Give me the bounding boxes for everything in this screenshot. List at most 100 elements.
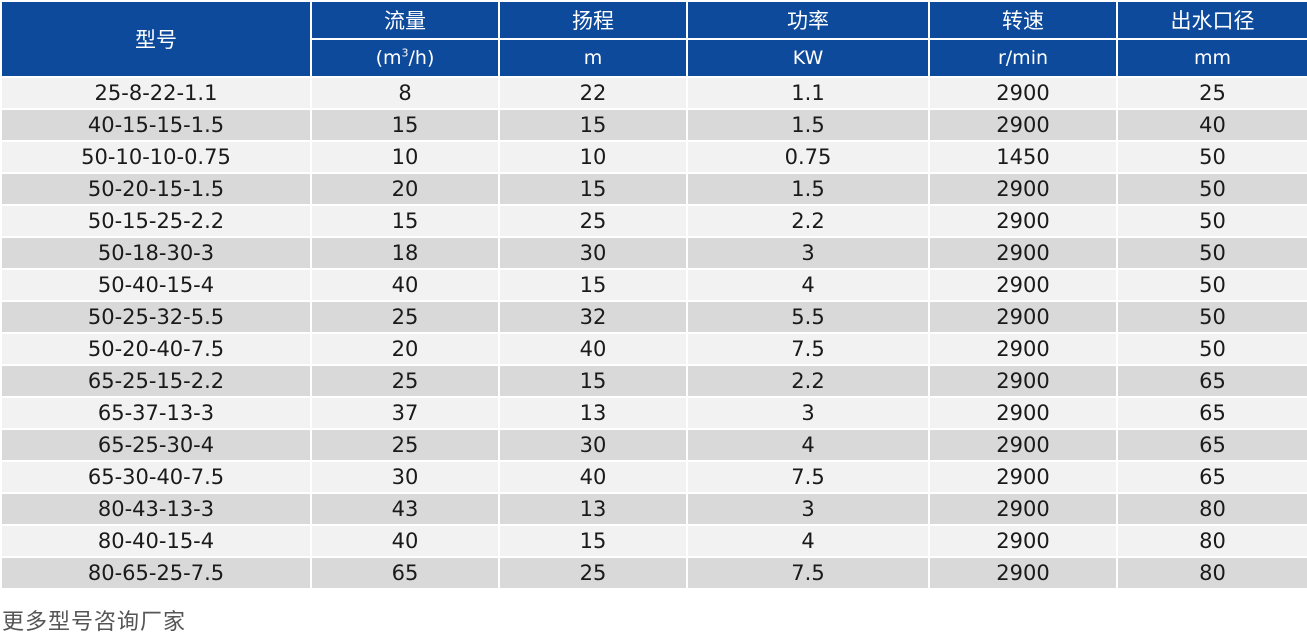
table-header: 型号 流量 扬程 功率 转速 出水口径 (m3/h) m KW r/min mm [0,0,1307,78]
cell-model: 50-15-25-2.2 [0,204,312,238]
cell-flow: 40 [310,524,500,558]
cell-flow: 37 [310,396,500,430]
cell-power: 3 [686,492,930,526]
cell-power: 7.5 [686,556,930,590]
cell-head: 30 [498,428,688,462]
cell-flow: 30 [310,460,500,494]
cell-model: 50-20-15-1.5 [0,172,312,206]
unit-flow: (m3/h) [310,38,500,78]
table-row: 65-30-40-7.5 30 40 7.5 2900 65 [0,460,1307,494]
cell-outlet: 50 [1116,268,1307,302]
cell-head: 32 [498,300,688,334]
cell-model: 50-25-32-5.5 [0,300,312,334]
unit-flow-suffix: /h) [408,47,435,69]
cell-outlet: 25 [1116,76,1307,110]
cell-model: 25-8-22-1.1 [0,76,312,110]
cell-head: 30 [498,236,688,270]
table-row: 65-37-13-3 37 13 3 2900 65 [0,396,1307,430]
cell-power: 2.2 [686,364,930,398]
cell-model: 65-25-30-4 [0,428,312,462]
pump-spec-table: 型号 流量 扬程 功率 转速 出水口径 (m3/h) m KW r/min mm… [0,0,1307,590]
cell-power: 7.5 [686,332,930,366]
cell-head: 15 [498,172,688,206]
cell-outlet: 50 [1116,236,1307,270]
cell-flow: 15 [310,108,500,142]
cell-speed: 2900 [928,172,1118,206]
cell-power: 5.5 [686,300,930,334]
table-row: 50-15-25-2.2 15 25 2.2 2900 50 [0,204,1307,238]
cell-outlet: 50 [1116,332,1307,366]
cell-speed: 2900 [928,492,1118,526]
cell-model: 50-40-15-4 [0,268,312,302]
cell-head: 10 [498,140,688,174]
table-row: 50-18-30-3 18 30 3 2900 50 [0,236,1307,270]
cell-flow: 8 [310,76,500,110]
more-models-note: 更多型号咨询厂家 [2,610,187,635]
cell-flow: 18 [310,236,500,270]
cell-head: 22 [498,76,688,110]
cell-speed: 2900 [928,268,1118,302]
table-row: 25-8-22-1.1 8 22 1.1 2900 25 [0,76,1307,110]
cell-speed: 2900 [928,108,1118,142]
cell-power: 4 [686,428,930,462]
cell-head: 15 [498,364,688,398]
table-row: 65-25-30-4 25 30 4 2900 65 [0,428,1307,462]
cell-head: 40 [498,332,688,366]
cell-outlet: 80 [1116,556,1307,590]
unit-speed: r/min [928,38,1118,78]
cell-head: 40 [498,460,688,494]
cell-head: 13 [498,396,688,430]
table-row: 80-40-15-4 40 15 4 2900 80 [0,524,1307,558]
cell-speed: 2900 [928,460,1118,494]
cell-power: 0.75 [686,140,930,174]
cell-power: 1.1 [686,76,930,110]
cell-model: 65-37-13-3 [0,396,312,430]
cell-power: 1.5 [686,108,930,142]
cell-outlet: 65 [1116,364,1307,398]
cell-outlet: 50 [1116,172,1307,206]
cell-speed: 2900 [928,396,1118,430]
cell-speed: 2900 [928,76,1118,110]
cell-outlet: 65 [1116,396,1307,430]
table-row: 50-20-15-1.5 20 15 1.5 2900 50 [0,172,1307,206]
cell-outlet: 65 [1116,460,1307,494]
cell-head: 15 [498,108,688,142]
cell-speed: 2900 [928,236,1118,270]
cell-speed: 2900 [928,204,1118,238]
cell-model: 50-20-40-7.5 [0,332,312,366]
cell-outlet: 50 [1116,300,1307,334]
header-speed: 转速 [928,0,1118,40]
unit-outlet: mm [1116,38,1307,78]
header-power: 功率 [686,0,930,40]
table-row: 40-15-15-1.5 15 15 1.5 2900 40 [0,108,1307,142]
cell-power: 4 [686,268,930,302]
cell-outlet: 80 [1116,492,1307,526]
cell-flow: 43 [310,492,500,526]
table-row: 50-40-15-4 40 15 4 2900 50 [0,268,1307,302]
cell-model: 65-30-40-7.5 [0,460,312,494]
cell-flow: 20 [310,172,500,206]
unit-flow-superscript: 3 [401,46,409,60]
unit-power: KW [686,38,930,78]
unit-head: m [498,38,688,78]
cell-head: 15 [498,268,688,302]
cell-outlet: 50 [1116,204,1307,238]
header-head: 扬程 [498,0,688,40]
table-row: 50-25-32-5.5 25 32 5.5 2900 50 [0,300,1307,334]
cell-power: 4 [686,524,930,558]
cell-power: 3 [686,236,930,270]
table-row: 65-25-15-2.2 25 15 2.2 2900 65 [0,364,1307,398]
header-flow: 流量 [310,0,500,40]
cell-speed: 2900 [928,364,1118,398]
cell-speed: 2900 [928,524,1118,558]
cell-flow: 25 [310,364,500,398]
cell-power: 7.5 [686,460,930,494]
cell-model: 80-40-15-4 [0,524,312,558]
cell-model: 80-43-13-3 [0,492,312,526]
cell-speed: 2900 [928,332,1118,366]
cell-flow: 25 [310,428,500,462]
cell-power: 2.2 [686,204,930,238]
cell-outlet: 80 [1116,524,1307,558]
cell-speed: 2900 [928,428,1118,462]
table-row: 80-43-13-3 43 13 3 2900 80 [0,492,1307,526]
